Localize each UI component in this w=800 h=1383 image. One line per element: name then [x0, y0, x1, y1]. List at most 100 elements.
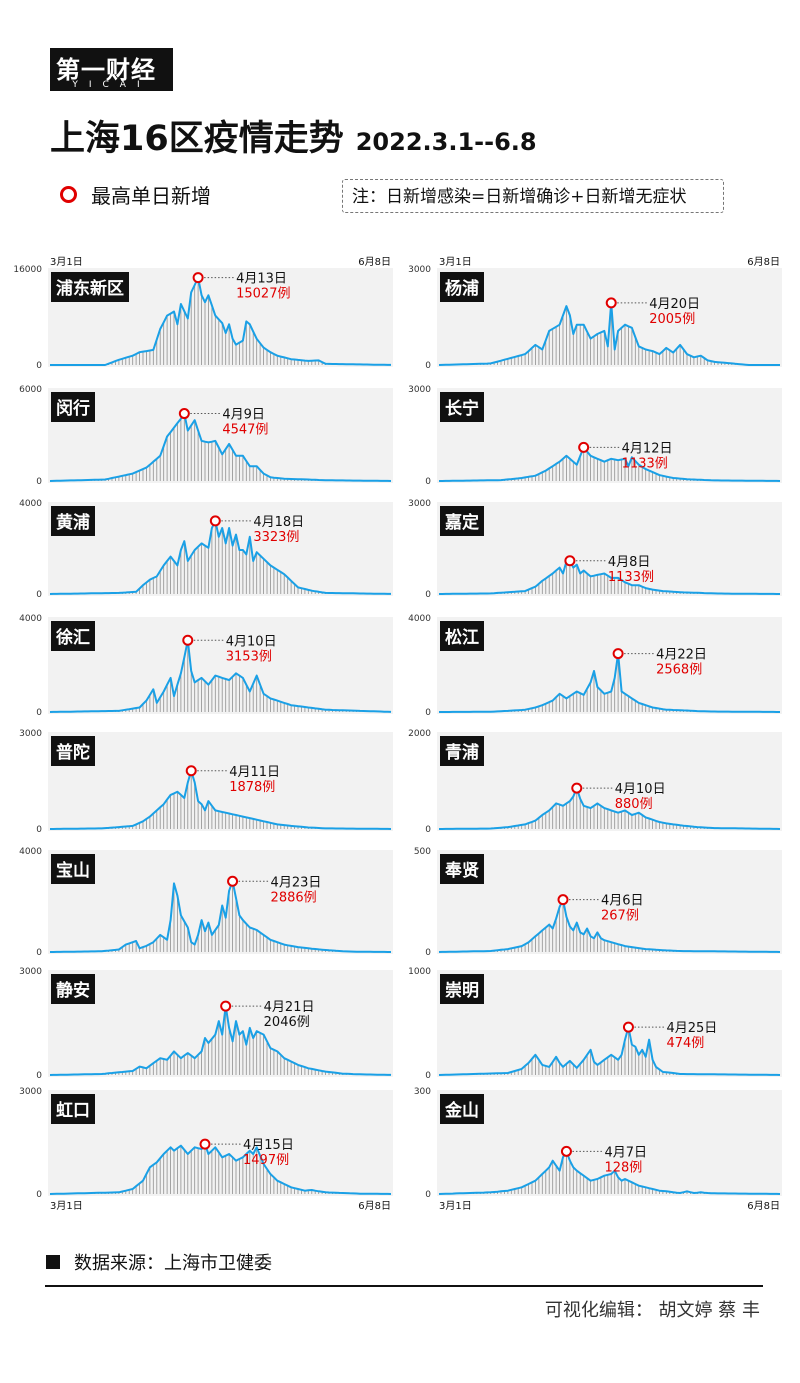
district-name-box [51, 736, 95, 766]
district-name: 嘉定 [444, 512, 479, 533]
peak-date-label: 4月25日 [666, 1021, 717, 1036]
district-name-box [51, 974, 95, 1004]
peak-date-label: 4月7日 [604, 1145, 647, 1160]
note-box: 注：日新增感染=日新增确诊+日新增无症状 [342, 179, 724, 213]
x-tick-label: 6月8日 [358, 256, 391, 268]
district-name: 闵行 [56, 398, 90, 419]
peak-value-label: 1133例 [608, 570, 654, 585]
peak-value-label: 1133例 [622, 456, 668, 471]
x-tick-label: 3月1日 [50, 1200, 83, 1212]
peak-marker [185, 765, 197, 777]
peak-marker [612, 648, 624, 660]
peak-value-label: 128例 [604, 1160, 642, 1175]
trend-line [49, 412, 392, 482]
district-name-box [51, 506, 95, 536]
district-name: 静安 [56, 980, 90, 1001]
district-name-box [440, 392, 484, 422]
trend-line [438, 1026, 781, 1076]
district-name: 徐汇 [55, 627, 90, 648]
title-main: 上海16区疫情走势 [50, 119, 344, 159]
source-square-icon [46, 1255, 60, 1269]
peak-date-label: 4月11日 [229, 765, 280, 780]
footer-rule [45, 1285, 763, 1287]
district-name: 长宁 [445, 398, 479, 419]
y-tick-label: 0 [36, 708, 42, 718]
y-tick-label: 3000 [19, 729, 42, 739]
logo-text: 第一财经 [56, 56, 156, 84]
district-name-box [440, 736, 484, 766]
peak-date-label: 4月18日 [253, 515, 304, 530]
y-tick-label: 500 [414, 847, 431, 857]
chart-panel [48, 388, 393, 483]
y-tick-label: 16000 [13, 265, 42, 275]
peak-date-label: 4月21日 [264, 1000, 315, 1015]
editor-credit: 可视化编辑： 胡文婷 蔡 丰 [544, 1300, 760, 1321]
chart-panel [437, 970, 782, 1077]
trend-line [438, 898, 781, 953]
y-tick-label: 2000 [408, 729, 431, 739]
district-name: 金山 [444, 1100, 479, 1121]
peak-marker [227, 875, 239, 887]
peak-marker [220, 1000, 232, 1012]
district-name-box [440, 621, 484, 651]
peak-value-label: 3153例 [226, 649, 272, 664]
chart-panel [437, 502, 782, 596]
peak-value-label: 474例 [666, 1036, 704, 1051]
peak-date-label: 4月8日 [608, 555, 651, 570]
trend-line [49, 519, 391, 595]
y-tick-label: 0 [36, 1071, 42, 1081]
peak-date-label: 4月13日 [236, 272, 287, 287]
district-name: 浦东新区 [56, 278, 124, 299]
chart-panel [48, 732, 393, 831]
y-tick-label: 0 [425, 1190, 431, 1200]
x-tick-label: 3月1日 [439, 256, 472, 268]
y-tick-label: 4000 [19, 614, 42, 624]
y-tick-label: 0 [36, 361, 42, 371]
peak-value-label: 2046例 [264, 1015, 310, 1030]
district-name: 普陀 [56, 742, 90, 763]
peak-date-label: 4月6日 [601, 894, 644, 909]
district-name-box [440, 974, 484, 1004]
peak-value-label: 267例 [601, 909, 639, 924]
y-tick-label: 3000 [19, 1087, 42, 1097]
page-title: 上海16区疫情走势 2022.3.1--6.8 [50, 110, 537, 161]
district-name-box [440, 272, 484, 302]
district-name: 黄浦 [56, 512, 90, 533]
district-name: 松江 [445, 627, 479, 648]
trend-line [49, 639, 392, 713]
trend-line [50, 880, 391, 953]
trend-line [439, 787, 781, 830]
y-tick-label: 3000 [408, 499, 431, 509]
trend-line [50, 769, 392, 830]
y-tick-label: 4000 [19, 499, 42, 509]
y-tick-label: 0 [36, 590, 42, 600]
trend-line [438, 301, 780, 366]
district-name-box [51, 621, 95, 651]
peak-value-label: 1878例 [229, 780, 275, 795]
source-text: 数据来源：上海市卫健委 [74, 1253, 272, 1274]
y-tick-label: 0 [425, 361, 431, 371]
peak-date-label: 4月10日 [615, 782, 666, 797]
district-name-box [51, 272, 129, 302]
trend-line [49, 1143, 392, 1195]
x-tick-label: 3月1日 [439, 1200, 472, 1212]
district-name: 杨浦 [445, 278, 479, 299]
peak-value-label: 880例 [615, 797, 653, 812]
peak-value-label: 2005例 [649, 312, 695, 327]
chart-panel [437, 388, 782, 483]
district-name: 宝山 [56, 860, 90, 881]
y-tick-label: 0 [425, 590, 431, 600]
y-tick-label: 0 [36, 948, 42, 958]
x-tick-label: 6月8日 [747, 1200, 780, 1212]
x-tick-label: 6月8日 [747, 256, 780, 268]
peak-marker [622, 1021, 634, 1033]
title-date-range: 2022.3.1--6.8 [355, 128, 537, 156]
y-tick-label: 0 [36, 825, 42, 835]
trend-line [49, 1005, 391, 1076]
